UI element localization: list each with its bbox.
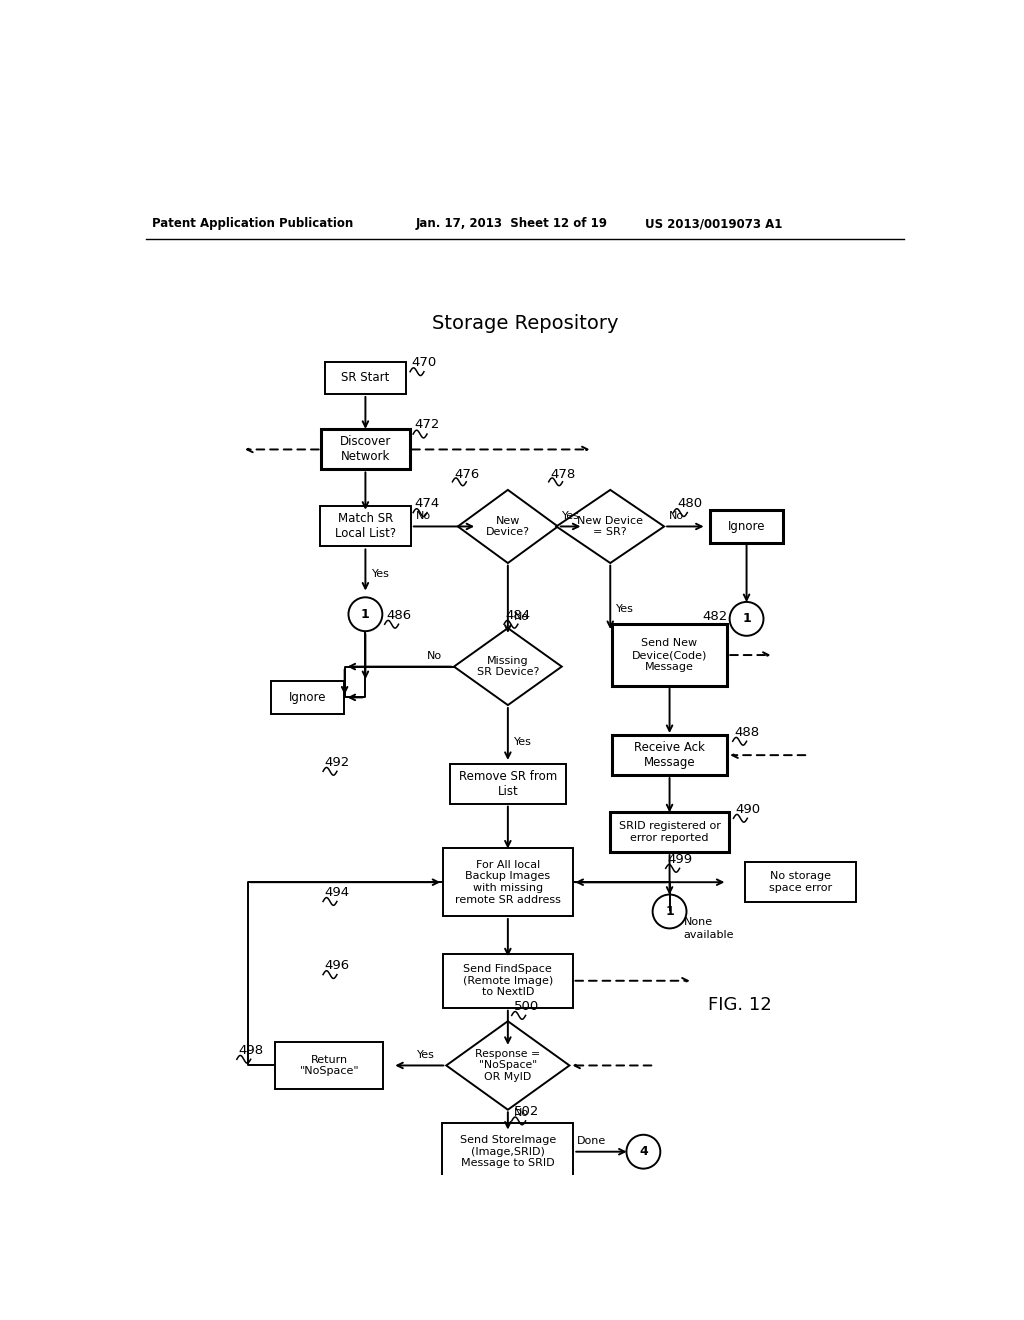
Polygon shape: [556, 490, 665, 564]
Text: 480: 480: [677, 496, 702, 510]
Bar: [451, 763, 565, 804]
Text: 474: 474: [415, 496, 440, 510]
Text: 499: 499: [668, 853, 692, 866]
Text: No: No: [514, 1109, 529, 1118]
Text: 502: 502: [514, 1105, 540, 1118]
Polygon shape: [454, 628, 562, 705]
Text: Remove SR from
List: Remove SR from List: [459, 770, 557, 797]
Text: Yes: Yes: [372, 569, 389, 579]
Text: Match SR
Local List?: Match SR Local List?: [335, 512, 396, 540]
Bar: [744, 862, 856, 903]
Text: Send New
Device(Code)
Message: Send New Device(Code) Message: [632, 639, 708, 672]
Circle shape: [730, 602, 764, 636]
Text: 494: 494: [325, 886, 350, 899]
Text: 492: 492: [325, 755, 350, 768]
Bar: [443, 954, 572, 1007]
Text: New Device
= SR?: New Device = SR?: [578, 516, 643, 537]
Text: Discover
Network: Discover Network: [340, 436, 391, 463]
Text: No: No: [416, 511, 430, 520]
Text: 482: 482: [701, 610, 727, 623]
Text: SR Start: SR Start: [341, 371, 389, 384]
Text: Patent Application Publication: Patent Application Publication: [153, 218, 353, 231]
Text: 484: 484: [506, 609, 530, 622]
Text: Done: Done: [578, 1137, 606, 1146]
Text: 4: 4: [639, 1146, 648, 1158]
Bar: [610, 812, 729, 853]
Text: No: No: [514, 611, 529, 622]
Text: Send FindSpace
(Remote Image)
to NextID: Send FindSpace (Remote Image) to NextID: [463, 964, 553, 998]
Bar: [325, 362, 406, 395]
Bar: [271, 681, 344, 714]
Text: 490: 490: [735, 803, 760, 816]
Circle shape: [627, 1135, 660, 1168]
Text: Yes: Yes: [616, 603, 634, 614]
Bar: [443, 849, 572, 916]
Text: SRID registered or
error reported: SRID registered or error reported: [618, 821, 721, 843]
Circle shape: [652, 895, 686, 928]
Text: Response =
"NoSpace"
OR MyID: Response = "NoSpace" OR MyID: [475, 1049, 541, 1082]
Bar: [710, 511, 783, 543]
Text: Send StoreImage
(Image,SRID)
Message to SRID: Send StoreImage (Image,SRID) Message to …: [460, 1135, 556, 1168]
Text: Ignore: Ignore: [728, 520, 765, 533]
Bar: [442, 1123, 573, 1180]
Text: 472: 472: [415, 418, 440, 432]
Text: 476: 476: [454, 467, 479, 480]
Text: Missing
SR Device?: Missing SR Device?: [477, 656, 539, 677]
Text: 1: 1: [666, 906, 674, 917]
Text: 486: 486: [386, 609, 412, 622]
Text: No storage
space error: No storage space error: [769, 871, 833, 894]
Text: 500: 500: [514, 999, 540, 1012]
Text: 478: 478: [550, 467, 575, 480]
Text: Return
"NoSpace": Return "NoSpace": [299, 1055, 359, 1076]
Text: 498: 498: [239, 1044, 263, 1056]
Text: FIG. 12: FIG. 12: [708, 997, 772, 1014]
Text: Yes: Yes: [514, 737, 531, 747]
Text: New
Device?: New Device?: [485, 516, 529, 537]
Bar: [319, 507, 411, 546]
Text: Yes: Yes: [417, 1049, 435, 1060]
Circle shape: [348, 597, 382, 631]
Text: 1: 1: [742, 612, 751, 626]
Text: US 2013/0019073 A1: US 2013/0019073 A1: [645, 218, 782, 231]
Text: 488: 488: [734, 726, 760, 739]
Text: No: No: [427, 651, 442, 661]
Text: Ignore: Ignore: [289, 690, 327, 704]
Bar: [322, 429, 410, 470]
Text: 496: 496: [325, 958, 350, 972]
Text: Yes: Yes: [562, 511, 580, 520]
Bar: [611, 624, 727, 686]
Text: Receive Ack
Message: Receive Ack Message: [634, 741, 705, 770]
Text: 1: 1: [361, 607, 370, 620]
Polygon shape: [446, 1022, 569, 1110]
Bar: [611, 735, 727, 775]
Text: Storage Repository: Storage Repository: [431, 314, 618, 334]
Text: None: None: [683, 917, 713, 927]
Bar: [275, 1043, 383, 1089]
Text: available: available: [683, 929, 734, 940]
Text: No: No: [669, 511, 684, 520]
Polygon shape: [458, 490, 558, 564]
Text: For All local
Backup Images
with missing
remote SR address: For All local Backup Images with missing…: [455, 859, 561, 904]
Text: 470: 470: [412, 356, 437, 370]
Text: Jan. 17, 2013  Sheet 12 of 19: Jan. 17, 2013 Sheet 12 of 19: [416, 218, 607, 231]
